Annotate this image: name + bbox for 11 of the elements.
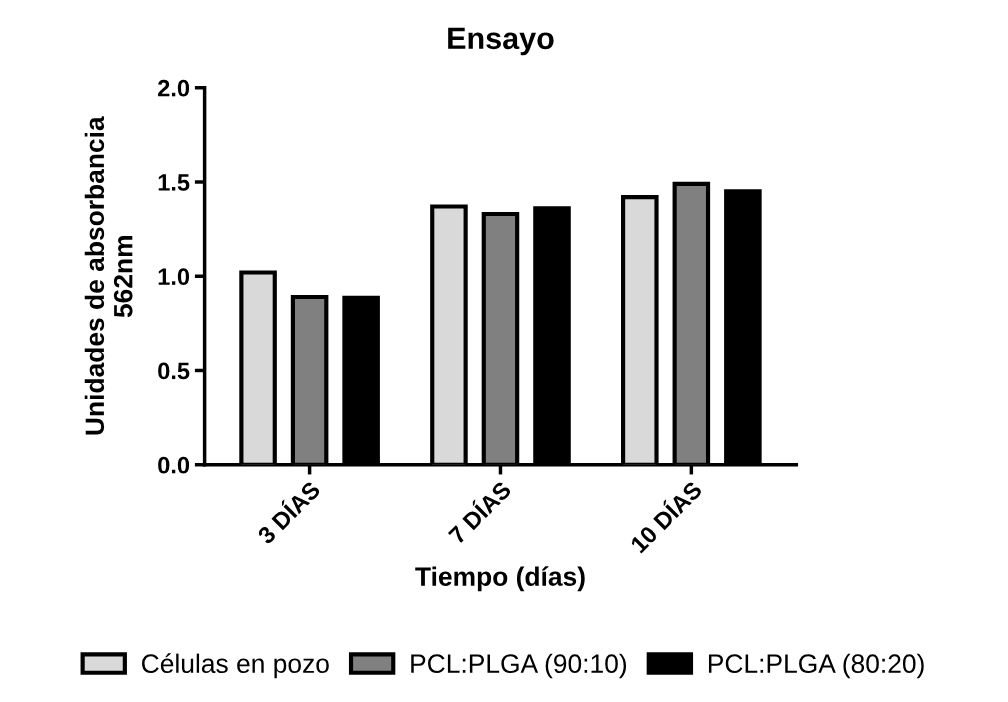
y-axis-title: Unidades de absorbancia 562nm [84,116,133,435]
y-tick-label: 2.0 [158,79,190,97]
y-tick-label: 1.0 [158,268,190,286]
legend-label: PCL:PLGA (90:10) [411,653,627,679]
x-axis-title: Tiempo (días) [415,566,585,592]
y-tick-label: 1.5 [158,174,190,191]
legend-label: PCL:PLGA (80:20) [708,653,924,679]
y-tick-label: 0.0 [158,456,190,474]
y-tick-label: 0.5 [158,362,190,380]
legend-label: Células en pozo [142,653,329,679]
chart-title: Ensayo [448,27,554,56]
